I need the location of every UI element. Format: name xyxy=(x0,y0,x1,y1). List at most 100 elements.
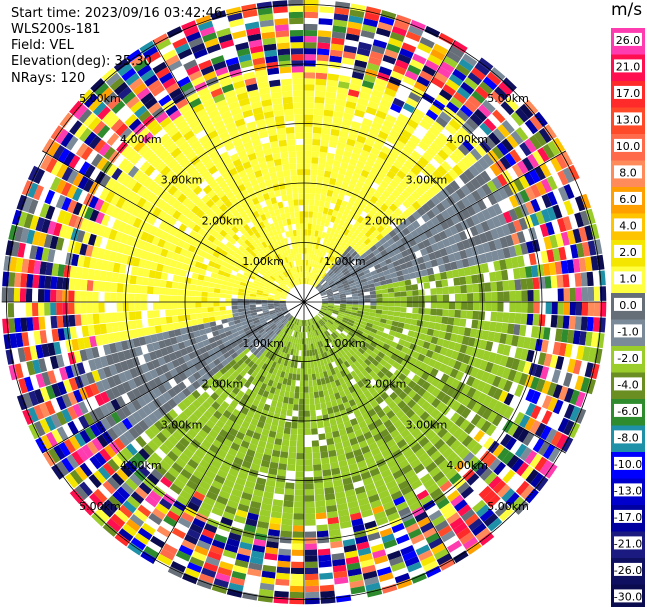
velocity-gate xyxy=(382,302,389,307)
velocity-gate xyxy=(326,321,333,327)
velocity-gate xyxy=(147,412,159,424)
velocity-gate xyxy=(431,243,440,252)
velocity-gate xyxy=(222,549,237,559)
velocity-gate xyxy=(343,544,357,553)
velocity-gate xyxy=(241,354,249,362)
velocity-gate xyxy=(358,91,371,101)
velocity-gate xyxy=(330,381,337,389)
velocity-gate xyxy=(237,295,244,299)
velocity-gate xyxy=(373,452,384,462)
velocity-gate xyxy=(66,454,79,469)
velocity-gate xyxy=(62,290,69,302)
velocity-gate xyxy=(234,559,249,569)
velocity-gate xyxy=(482,242,491,253)
velocity-gate xyxy=(205,378,215,387)
velocity-gate xyxy=(331,552,345,561)
velocity-gate xyxy=(347,210,356,219)
velocity-gate xyxy=(128,284,136,294)
velocity-gate xyxy=(259,509,271,517)
velocity-gate xyxy=(328,262,335,269)
velocity-gate xyxy=(80,302,87,314)
velocity-gate xyxy=(405,312,413,319)
velocity-gate xyxy=(474,62,490,76)
velocity-gate xyxy=(419,473,432,485)
velocity-gate xyxy=(378,443,389,453)
velocity-gate xyxy=(373,83,386,93)
velocity-gate xyxy=(380,347,388,355)
velocity-gate xyxy=(310,422,318,429)
velocity-gate xyxy=(313,281,318,287)
velocity-gate xyxy=(305,265,308,272)
velocity-gate xyxy=(397,134,409,145)
velocity-gate xyxy=(311,248,316,255)
velocity-gate xyxy=(431,387,441,398)
velocity-gate xyxy=(350,363,358,371)
velocity-gate xyxy=(557,417,570,433)
velocity-gate xyxy=(441,316,449,325)
velocity-gate xyxy=(490,228,500,240)
velocity-gate xyxy=(448,286,455,294)
velocity-gate xyxy=(259,434,268,443)
velocity-gate xyxy=(355,454,365,463)
velocity-gate xyxy=(391,26,407,37)
velocity-gate xyxy=(364,138,375,148)
velocity-gate xyxy=(369,290,377,295)
velocity-gate xyxy=(394,302,401,307)
velocity-gate xyxy=(292,330,297,337)
velocity-gate xyxy=(429,487,443,500)
velocity-gate xyxy=(546,175,558,191)
velocity-gate xyxy=(395,184,405,194)
velocity-gate xyxy=(105,322,113,334)
velocity-gate xyxy=(265,351,272,358)
velocity-gate xyxy=(159,443,171,455)
velocity-gate xyxy=(272,394,279,402)
velocity-gate xyxy=(343,420,352,429)
velocity-gate xyxy=(356,47,371,57)
velocity-gate xyxy=(346,342,354,349)
velocity-gate xyxy=(422,341,431,350)
velocity-gate xyxy=(360,218,369,227)
velocity-gate xyxy=(118,434,131,447)
velocity-gate xyxy=(564,343,573,358)
velocity-gate xyxy=(332,289,339,293)
velocity-gate xyxy=(311,229,316,237)
ray xyxy=(322,302,607,317)
velocity-gate xyxy=(358,155,368,164)
velocity-gate xyxy=(150,468,164,481)
velocity-gate xyxy=(278,463,287,471)
velocity-gate xyxy=(361,183,371,192)
velocity-gate xyxy=(135,319,143,329)
velocity-gate xyxy=(257,440,267,448)
velocity-gate xyxy=(217,566,232,577)
velocity-gate xyxy=(509,290,516,302)
velocity-gate xyxy=(344,252,351,260)
velocity-gate xyxy=(207,311,215,318)
velocity-gate xyxy=(442,447,454,459)
velocity-gate xyxy=(260,330,267,337)
velocity-gate xyxy=(317,36,331,44)
velocity-gate xyxy=(385,479,398,490)
velocity-gate xyxy=(400,333,408,341)
velocity-gate xyxy=(134,302,141,311)
velocity-gate xyxy=(183,308,190,315)
velocity-gate xyxy=(517,359,526,373)
velocity-gate xyxy=(222,511,235,521)
velocity-gate xyxy=(428,358,437,368)
velocity-gate xyxy=(393,419,403,429)
velocity-gate xyxy=(224,363,233,371)
velocity-gate xyxy=(212,424,222,434)
velocity-gate xyxy=(360,558,375,568)
velocity-gate xyxy=(308,386,314,393)
velocity-gate xyxy=(218,429,229,439)
velocity-gate xyxy=(249,296,256,300)
velocity-gate xyxy=(268,523,281,531)
velocity-gate xyxy=(231,305,238,310)
velocity-gate xyxy=(330,264,337,271)
velocity-gate xyxy=(450,243,459,253)
velocity-gate xyxy=(471,274,479,284)
velocity-gate xyxy=(25,288,33,302)
velocity-gate xyxy=(425,109,439,121)
velocity-gate xyxy=(411,220,421,230)
velocity-gate xyxy=(479,508,495,523)
velocity-gate xyxy=(484,361,494,373)
